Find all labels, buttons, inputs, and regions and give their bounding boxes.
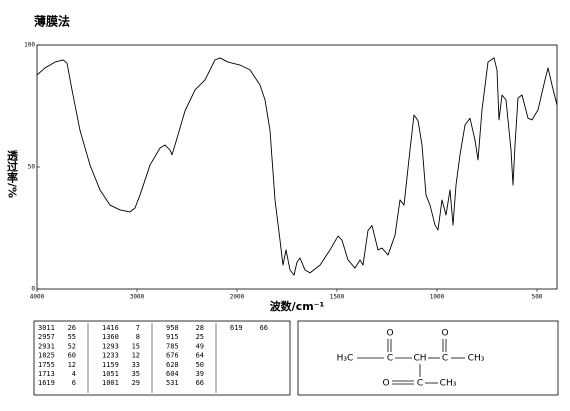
peak-transmittance: 64 <box>196 352 204 360</box>
peak-wavenumber: 785 <box>166 342 179 350</box>
peak-transmittance: 55 <box>68 333 76 341</box>
atom-label: C <box>387 354 393 364</box>
peak-transmittance: 33 <box>132 361 140 369</box>
atom-label: O <box>382 379 389 389</box>
peak-wavenumber: 628 <box>166 361 179 369</box>
peak-transmittance: 52 <box>68 342 76 350</box>
peak-transmittance: 25 <box>196 333 204 341</box>
peak-wavenumber: 1416 <box>102 324 119 332</box>
peak-wavenumber: 2931 <box>38 342 55 350</box>
y-tick-label: 50 <box>28 164 36 171</box>
peak-wavenumber: 1159 <box>102 361 119 369</box>
peak-wavenumber: 950 <box>166 324 179 332</box>
peak-transmittance: 49 <box>196 342 204 350</box>
peak-transmittance: 50 <box>196 361 204 369</box>
peak-transmittance: 66 <box>196 379 204 387</box>
atom-label: H₃C <box>337 354 354 364</box>
peak-transmittance: 66 <box>260 324 268 332</box>
peak-transmittance: 4 <box>72 370 76 378</box>
peak-transmittance: 8 <box>136 333 140 341</box>
peak-transmittance: 39 <box>196 370 204 378</box>
x-tick-label: 1000 <box>430 294 445 301</box>
peak-wavenumber: 1001 <box>102 379 119 387</box>
chart-title: 薄膜法 <box>34 14 70 29</box>
x-tick-label: 2000 <box>230 294 245 301</box>
peak-wavenumber: 1713 <box>38 370 55 378</box>
peak-wavenumber: 604 <box>166 370 179 378</box>
peak-wavenumber: 1360 <box>102 333 119 341</box>
peak-transmittance: 12 <box>68 361 76 369</box>
peak-wavenumber: 1293 <box>102 342 119 350</box>
structure-bonds <box>357 339 465 385</box>
atom-label: CH₃ <box>440 379 457 389</box>
peak-transmittance: 29 <box>132 379 140 387</box>
peak-wavenumber: 1755 <box>38 361 55 369</box>
peak-wavenumber: 915 <box>166 333 179 341</box>
peak-transmittance: 26 <box>68 324 76 332</box>
x-axis-label: 波数/cm⁻¹ <box>270 299 325 313</box>
x-tick-label: 1500 <box>330 294 345 301</box>
peak-wavenumber: 619 <box>230 324 243 332</box>
x-tick-label: 3000 <box>130 294 145 301</box>
peak-wavenumber: 1825 <box>38 352 55 360</box>
x-tick-label: 4000 <box>30 294 45 301</box>
peak-wavenumber: 1233 <box>102 352 119 360</box>
peak-transmittance: 15 <box>132 342 140 350</box>
atom-label: C <box>417 379 423 389</box>
x-tick-label: 500 <box>532 294 543 301</box>
peak-wavenumber: 2957 <box>38 333 55 341</box>
y-tick-label: 100 <box>24 42 35 49</box>
peak-wavenumber: 676 <box>166 352 179 360</box>
plot-frame <box>36 44 558 290</box>
atom-label: C <box>442 354 448 364</box>
peak-transmittance: 6 <box>72 379 76 387</box>
peak-wavenumber: 3011 <box>38 324 55 332</box>
peak-transmittance: 7 <box>136 324 140 332</box>
y-tick-label: 0 <box>31 286 35 293</box>
peak-wavenumber: 531 <box>166 379 179 387</box>
peak-table-frame <box>33 320 291 396</box>
peak-transmittance: 35 <box>132 370 140 378</box>
structure-frame <box>297 320 559 396</box>
peak-transmittance: 60 <box>68 352 76 360</box>
atom-label: CH₃ <box>468 354 485 364</box>
atom-label: O <box>441 329 448 339</box>
peak-wavenumber: 1051 <box>102 370 119 378</box>
atom-label: CH <box>413 354 426 364</box>
peak-transmittance: 12 <box>132 352 140 360</box>
y-axis-label: 透过率/% <box>6 150 19 198</box>
spectrum-line <box>36 57 558 276</box>
atom-label: O <box>386 329 393 339</box>
peak-wavenumber: 1619 <box>38 379 55 387</box>
peak-transmittance: 28 <box>196 324 204 332</box>
